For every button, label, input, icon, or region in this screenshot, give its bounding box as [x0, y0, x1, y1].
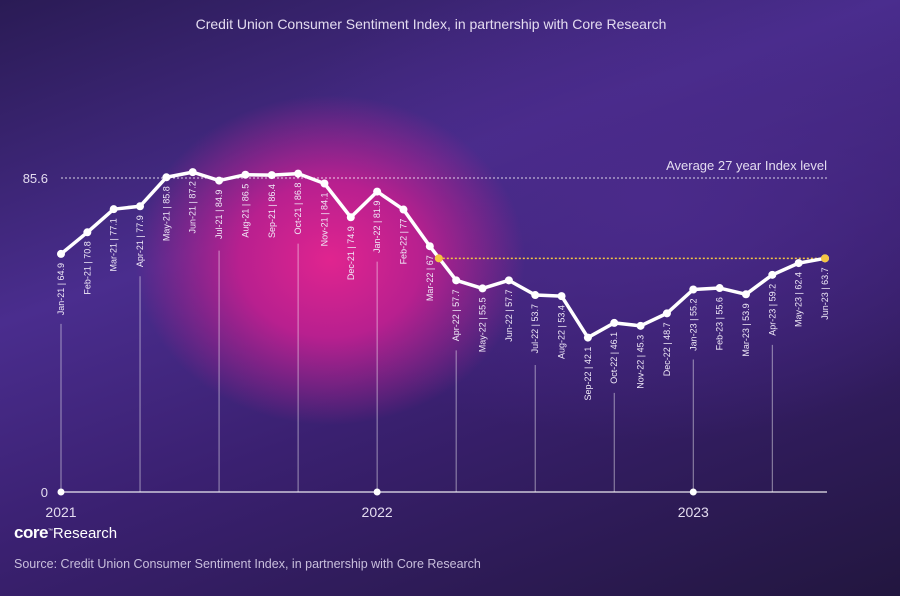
data-point	[162, 173, 171, 182]
year-marker	[57, 488, 65, 496]
year-marker	[689, 488, 697, 496]
chart-title: Credit Union Consumer Sentiment Index, i…	[195, 16, 667, 32]
data-point	[662, 309, 671, 318]
core-research-logo: core™Research	[14, 523, 118, 542]
data-label: Mar-22 | 67	[425, 255, 435, 301]
data-label: Oct-22 | 46.1	[609, 332, 619, 384]
data-label: Aug-22 | 53.4	[557, 305, 567, 359]
data-label: Dec-22 | 48.7	[662, 322, 672, 376]
data-label: Dec-21 | 74.9	[346, 226, 356, 280]
data-label: Jul-21 | 84.9	[214, 190, 224, 239]
year-label: 2021	[45, 504, 76, 520]
data-point	[57, 249, 65, 258]
y-tick-label: 0	[41, 485, 48, 500]
y-tick-label: 85.6	[23, 171, 48, 186]
data-point	[320, 179, 329, 188]
data-label: Sep-22 | 42.1	[583, 347, 593, 401]
year-label: 2022	[362, 504, 393, 520]
data-point	[478, 284, 487, 293]
data-point	[83, 228, 92, 237]
data-point	[215, 176, 224, 185]
reference-label: Average 27 year Index level	[666, 158, 827, 173]
data-point	[689, 285, 698, 294]
logo-suffix: Research	[52, 525, 118, 542]
data-label: Mar-23 | 53.9	[741, 303, 751, 356]
data-label: Aug-21 | 86.5	[240, 184, 250, 238]
data-label: Mar-21 | 77.1	[109, 218, 119, 271]
source-note: Source: Credit Union Consumer Sentiment …	[14, 557, 481, 571]
data-label: Oct-21 | 86.8	[293, 183, 303, 235]
data-label: May-22 | 55.5	[478, 297, 488, 352]
data-point	[425, 242, 434, 251]
data-label: Nov-22 | 45.3	[636, 335, 646, 389]
data-label: Apr-23 | 59.2	[767, 284, 777, 336]
data-point	[610, 318, 619, 327]
data-label: Feb-22 | 77	[398, 219, 408, 265]
year-marker	[373, 488, 381, 496]
data-point	[504, 276, 513, 285]
highlight-point	[821, 254, 829, 263]
data-point	[583, 333, 592, 342]
year-label: 2023	[678, 504, 709, 520]
data-label: Jun-23 | 63.7	[820, 267, 830, 319]
highlight-point	[434, 254, 443, 263]
data-point	[399, 205, 408, 214]
data-label: Nov-21 | 84.1	[319, 193, 329, 247]
data-label: Jun-21 | 87.2	[188, 181, 198, 233]
data-point	[136, 202, 145, 211]
data-point	[241, 170, 250, 179]
data-label: Feb-23 | 55.6	[715, 297, 725, 350]
data-point	[741, 290, 750, 299]
data-point	[452, 276, 461, 285]
data-point	[373, 187, 382, 196]
logo-brand: core	[14, 523, 48, 542]
data-label: Jan-22 | 81.9	[372, 201, 382, 253]
data-point	[636, 321, 645, 330]
data-point	[715, 284, 724, 293]
data-point	[267, 171, 276, 180]
data-label: May-23 | 62.4	[794, 272, 804, 327]
data-label: Feb-21 | 70.8	[82, 241, 92, 294]
data-point	[768, 270, 777, 279]
data-label: Jan-23 | 55.2	[688, 299, 698, 351]
data-point	[109, 205, 118, 214]
data-label: Apr-21 | 77.9	[135, 215, 145, 267]
data-point	[346, 213, 355, 222]
data-point	[188, 168, 197, 177]
data-point	[294, 169, 303, 178]
series-line	[59, 170, 826, 340]
data-point	[531, 291, 540, 300]
data-label: Sep-21 | 86.4	[267, 184, 277, 238]
data-label: Jan-21 | 64.9	[56, 263, 66, 315]
data-label: Jul-22 | 53.7	[530, 304, 540, 353]
data-point	[794, 259, 803, 268]
data-label: May-21 | 85.8	[161, 186, 171, 241]
data-label: Apr-22 | 57.7	[451, 289, 461, 341]
data-point	[557, 292, 566, 301]
data-label: Jun-22 | 57.7	[504, 289, 514, 341]
